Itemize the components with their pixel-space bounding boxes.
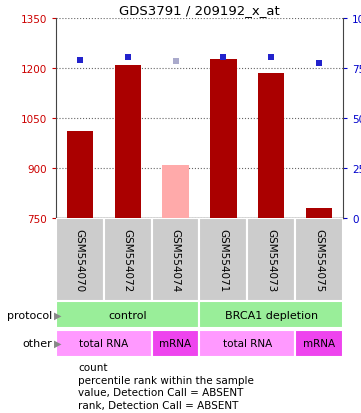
- Bar: [56, 218, 104, 301]
- Bar: [104, 218, 152, 301]
- Bar: [114, 66, 141, 218]
- Text: GSM554071: GSM554071: [218, 228, 229, 291]
- Text: percentile rank within the sample: percentile rank within the sample: [78, 375, 254, 385]
- Bar: [56, 330, 152, 357]
- Bar: [56, 301, 199, 329]
- Text: protocol: protocol: [7, 310, 52, 320]
- Bar: [67, 132, 93, 218]
- Text: GSM554075: GSM554075: [314, 228, 324, 291]
- Text: rank, Detection Call = ABSENT: rank, Detection Call = ABSENT: [78, 400, 239, 410]
- Text: BRCA1 depletion: BRCA1 depletion: [225, 310, 318, 320]
- Text: value, Detection Call = ABSENT: value, Detection Call = ABSENT: [78, 387, 244, 397]
- Text: count: count: [78, 363, 108, 373]
- Bar: [162, 165, 189, 218]
- Bar: [199, 330, 295, 357]
- Text: mRNA: mRNA: [160, 338, 192, 348]
- Text: total RNA: total RNA: [223, 338, 272, 348]
- Text: GSM554074: GSM554074: [170, 228, 180, 291]
- Bar: [306, 209, 332, 218]
- Text: ▶: ▶: [54, 338, 62, 348]
- Bar: [295, 330, 343, 357]
- Bar: [247, 218, 295, 301]
- Text: GSM554072: GSM554072: [123, 228, 133, 291]
- Bar: [258, 74, 284, 218]
- Text: total RNA: total RNA: [79, 338, 129, 348]
- Text: ▶: ▶: [54, 310, 62, 320]
- Bar: [152, 218, 199, 301]
- Bar: [152, 330, 199, 357]
- Bar: [295, 218, 343, 301]
- Text: other: other: [23, 338, 52, 348]
- Bar: [210, 59, 236, 218]
- Text: mRNA: mRNA: [303, 338, 335, 348]
- Title: GDS3791 / 209192_x_at: GDS3791 / 209192_x_at: [119, 5, 280, 17]
- Text: control: control: [108, 310, 147, 320]
- Text: GSM554070: GSM554070: [75, 228, 85, 291]
- Bar: [199, 301, 343, 329]
- Bar: [199, 218, 247, 301]
- Text: GSM554073: GSM554073: [266, 228, 276, 291]
